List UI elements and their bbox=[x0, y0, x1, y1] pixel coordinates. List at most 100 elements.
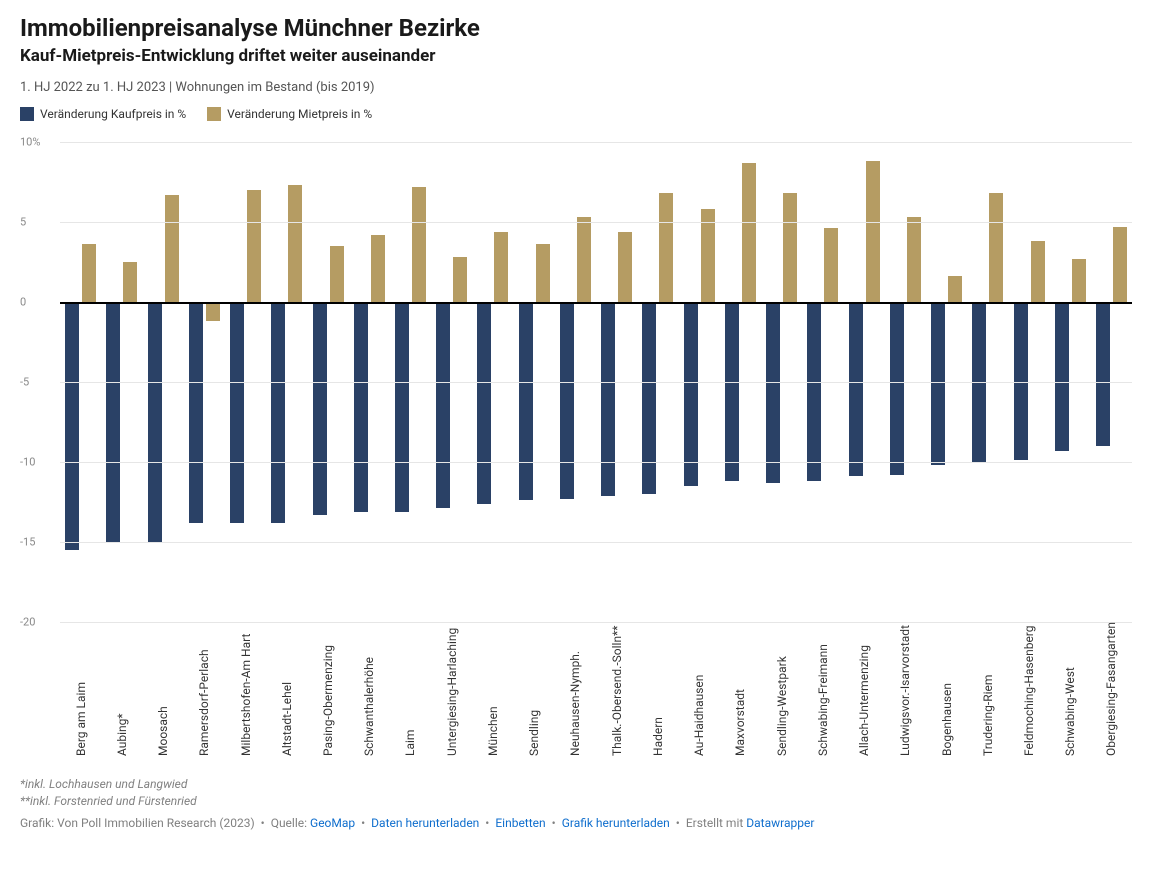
credit-link-download-data[interactable]: Daten herunterladen bbox=[371, 816, 479, 830]
bar-mietpreis bbox=[206, 302, 220, 321]
x-axis-label: München bbox=[472, 622, 513, 762]
legend-label-kaufpreis: Veränderung Kaufpreis in % bbox=[40, 107, 186, 121]
bar-mietpreis bbox=[412, 187, 426, 302]
x-axis-label: Milbertshofen-Am Hart bbox=[225, 622, 266, 762]
bar-kaufpreis bbox=[354, 302, 368, 512]
bar-kaufpreis bbox=[560, 302, 574, 499]
x-axis-label: Ludwigsvor.-Isarvorstadt bbox=[885, 622, 926, 762]
bar-mietpreis bbox=[618, 232, 632, 302]
grid-line-zero bbox=[60, 302, 1132, 304]
credit-link-datawrapper[interactable]: Datawrapper bbox=[746, 816, 814, 830]
bar-mietpreis bbox=[247, 190, 261, 302]
bar-mietpreis bbox=[948, 276, 962, 302]
legend-item-kaufpreis: Veränderung Kaufpreis in % bbox=[20, 107, 186, 121]
x-axis-label: Schwabing-Freimann bbox=[802, 622, 843, 762]
credit-made-with: Erstellt mit bbox=[686, 816, 743, 830]
x-axis-label: Altstadt-Lehel bbox=[266, 622, 307, 762]
bar-kaufpreis bbox=[1096, 302, 1110, 446]
x-axis-label: Aubing* bbox=[101, 622, 142, 762]
bar-kaufpreis bbox=[230, 302, 244, 523]
x-axis-label: Neuhausen-Nymph. bbox=[555, 622, 596, 762]
bar-mietpreis bbox=[783, 193, 797, 302]
grid-line bbox=[60, 622, 1132, 623]
bar-kaufpreis bbox=[642, 302, 656, 494]
footnotes: *inkl. Lochhausen und Langwied **inkl. F… bbox=[20, 776, 1132, 810]
x-axis-label: Schwanthalerhöhe bbox=[349, 622, 390, 762]
bar-kaufpreis bbox=[477, 302, 491, 504]
x-axis-label: Obergiesing-Fasangarten bbox=[1091, 622, 1132, 762]
y-tick-label: -5 bbox=[20, 376, 29, 389]
bar-kaufpreis bbox=[684, 302, 698, 486]
x-axis-label: Sendling-Westpark bbox=[761, 622, 802, 762]
x-axis-label: Untergiesing-Harlaching bbox=[431, 622, 472, 762]
bar-kaufpreis bbox=[601, 302, 615, 496]
x-axis-label: Bogenhausen bbox=[926, 622, 967, 762]
bar-kaufpreis bbox=[65, 302, 79, 550]
bar-kaufpreis bbox=[271, 302, 285, 523]
bar-mietpreis bbox=[742, 163, 756, 302]
chart-subtitle: Kauf-Mietpreis-Entwicklung driftet weite… bbox=[20, 46, 1132, 66]
y-tick-label: 10% bbox=[20, 136, 40, 149]
y-tick-label: 5 bbox=[20, 216, 26, 229]
y-tick-label: -20 bbox=[20, 616, 35, 629]
x-axis-label: Pasing-Obermenzing bbox=[307, 622, 348, 762]
x-axis-label: Thalk.-Obersend.-Solln** bbox=[596, 622, 637, 762]
bar-kaufpreis bbox=[189, 302, 203, 523]
grid-line bbox=[60, 382, 1132, 383]
credit-source-label: Quelle: bbox=[271, 816, 307, 830]
bar-mietpreis bbox=[701, 209, 715, 302]
bar-mietpreis bbox=[866, 161, 880, 302]
credit-source-prefix: Grafik: Von Poll Immobilien Research (20… bbox=[20, 816, 255, 830]
x-axis-label: Ramersdorf-Perlach bbox=[184, 622, 225, 762]
x-axis-label: Feldmoching-Hasenberg bbox=[1008, 622, 1049, 762]
bar-mietpreis bbox=[824, 228, 838, 302]
bar-mietpreis bbox=[494, 232, 508, 302]
bar-mietpreis bbox=[123, 262, 137, 302]
credit-link-geomap[interactable]: GeoMap bbox=[310, 816, 355, 830]
bar-mietpreis bbox=[453, 257, 467, 302]
x-axis-label: Laim bbox=[390, 622, 431, 762]
bar-mietpreis bbox=[371, 235, 385, 302]
x-axis-label: Moosach bbox=[142, 622, 183, 762]
y-axis: 10%50-5-10-15-20 bbox=[20, 142, 60, 622]
bar-mietpreis bbox=[288, 185, 302, 302]
credit-link-embed[interactable]: Einbetten bbox=[495, 816, 545, 830]
bar-kaufpreis bbox=[890, 302, 904, 475]
bar-kaufpreis bbox=[313, 302, 327, 515]
y-tick-label: 0 bbox=[20, 296, 26, 309]
bar-mietpreis bbox=[165, 195, 179, 302]
credit-sep: • bbox=[261, 816, 265, 830]
credit-sep: • bbox=[552, 816, 556, 830]
bar-mietpreis bbox=[659, 193, 673, 302]
y-tick-label: -10 bbox=[20, 456, 35, 469]
footnote-1: *inkl. Lochhausen und Langwied bbox=[20, 776, 1132, 793]
credit-link-download-chart[interactable]: Grafik herunterladen bbox=[562, 816, 670, 830]
x-axis-labels: Berg am LaimAubing*MoosachRamersdorf-Per… bbox=[60, 622, 1132, 762]
x-axis-label: Sendling bbox=[514, 622, 555, 762]
legend: Veränderung Kaufpreis in % Veränderung M… bbox=[20, 107, 1132, 124]
plot-area bbox=[60, 142, 1132, 622]
bar-kaufpreis bbox=[519, 302, 533, 500]
bar-kaufpreis bbox=[106, 302, 120, 542]
bar-kaufpreis bbox=[725, 302, 739, 481]
credit-sep: • bbox=[676, 816, 680, 830]
legend-swatch-kaufpreis bbox=[20, 107, 34, 121]
grid-line bbox=[60, 462, 1132, 463]
footnote-2: **inkl. Forstenried und Fürstenried bbox=[20, 793, 1132, 810]
x-axis-label: Berg am Laim bbox=[60, 622, 101, 762]
grid-line bbox=[60, 222, 1132, 223]
legend-item-mietpreis: Veränderung Mietpreis in % bbox=[207, 107, 372, 121]
credit-sep: • bbox=[361, 816, 365, 830]
bar-kaufpreis bbox=[1055, 302, 1069, 451]
bar-mietpreis bbox=[536, 244, 550, 302]
bar-kaufpreis bbox=[807, 302, 821, 481]
bar-kaufpreis bbox=[766, 302, 780, 483]
bar-mietpreis bbox=[1113, 227, 1127, 302]
chart-period: 1. HJ 2022 zu 1. HJ 2023 | Wohnungen im … bbox=[20, 80, 1132, 95]
legend-swatch-mietpreis bbox=[207, 107, 221, 121]
x-axis-label: Hadern bbox=[637, 622, 678, 762]
bar-kaufpreis bbox=[148, 302, 162, 542]
bar-mietpreis bbox=[1031, 241, 1045, 302]
bar-mietpreis bbox=[989, 193, 1003, 302]
x-axis-label: Schwabing-West bbox=[1050, 622, 1091, 762]
